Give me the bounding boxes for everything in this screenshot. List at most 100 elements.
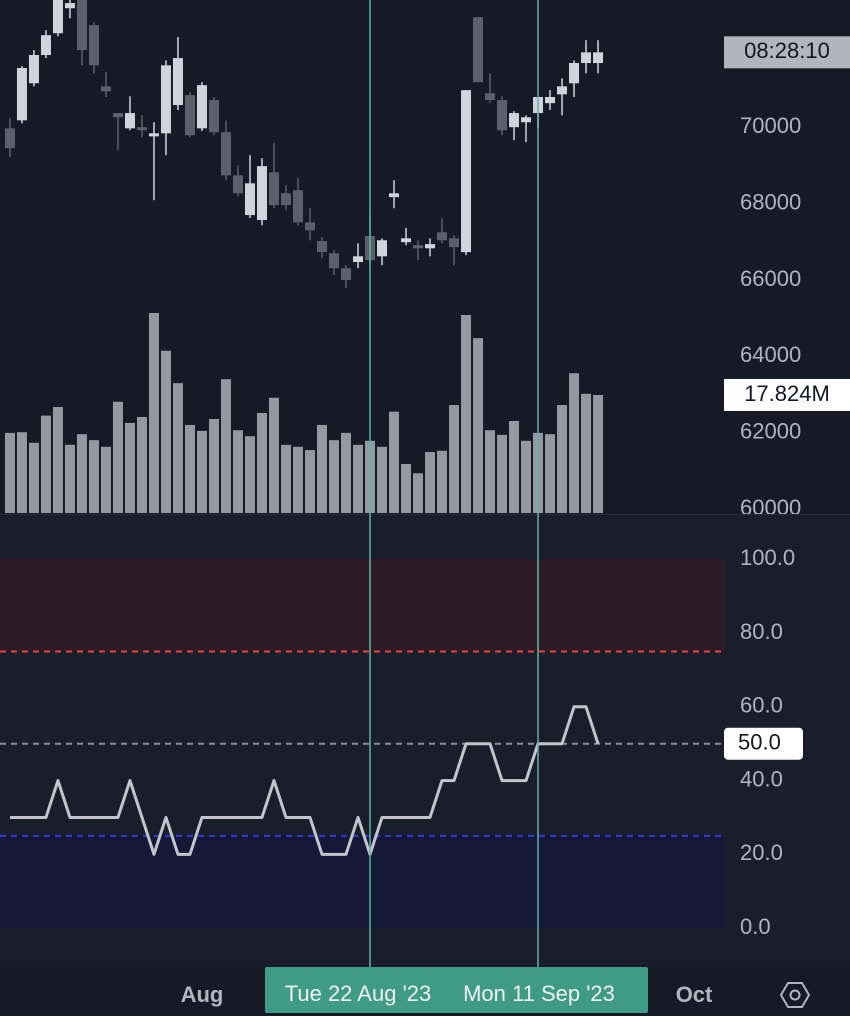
volume-bar [473,338,484,513]
volume-bar [88,440,99,513]
volume-bar [220,379,231,513]
candle-body [208,100,219,133]
volume-bar [172,383,183,513]
candle-body [268,172,279,206]
volume-bar [148,313,159,513]
candle-body [292,190,303,223]
candle-body [124,113,135,129]
volume-bar [40,415,51,513]
y-tick-label: 80.0 [740,619,783,644]
y-tick-label: 70000 [740,113,801,138]
candle-body [437,232,448,241]
candle-body [100,86,111,92]
candle-body [413,245,424,249]
candle-body [112,113,123,118]
oscillator-layer [0,559,725,929]
candle-body [28,55,39,84]
crosshair-label: Mon 11 Sep '23 [463,981,615,1006]
candle-body [377,240,388,257]
candle-body [244,183,255,216]
volume-bar [160,350,171,513]
volume-bar [64,444,75,513]
candle-body [352,256,363,263]
volume-bar [136,416,147,513]
volume-bar [232,430,243,513]
volume-bar [581,393,592,513]
volume-bar [509,420,520,513]
volume-bar [497,434,508,513]
candle-body [509,113,520,128]
candle-body [172,58,183,106]
volume-bar [112,401,123,513]
volume-bar [413,473,424,513]
band-zone [0,559,725,652]
candle-body [184,95,195,136]
volume-bar [4,432,15,513]
volume-bar [244,436,255,513]
volume-bar [485,430,496,513]
volume-bar [352,444,363,513]
candle-body [425,244,436,249]
volume-bar [437,450,448,513]
countdown: 08:28:10 [744,38,830,63]
band-zone [0,835,725,929]
y-tick-label: 100.0 [740,545,795,570]
volume-bar [328,440,339,513]
volume-label: 17.824M [744,381,830,406]
volume-bar [292,446,303,513]
volume-bar [557,405,568,513]
volume-bar [521,440,532,513]
candle-body [497,100,508,131]
candle-body [196,85,207,129]
volume-bar [28,442,39,513]
candle-body [569,63,580,84]
volume-bar [593,394,604,513]
current-value-box [724,727,803,760]
volume-bar [76,434,87,513]
x-tick-label: Aug [181,982,224,1007]
oscillator-line [9,705,600,856]
crosshair-label-box [438,967,649,1013]
price-layer: 60000 62000 64000 66000 68000 70000 [4,0,801,514]
volume-bar [280,444,291,513]
y-tick-label: 60.0 [740,693,783,718]
candle-body [593,52,604,64]
candle-body [473,17,484,83]
overlay-layer: 08:28:10 17.824M 0.0 20.0 40.0 60.0 80.0 100.0 5… [181,0,850,1013]
candle-body [389,193,400,198]
candle-body [76,0,87,51]
volume-bar [377,446,388,513]
candle-body [485,93,496,101]
volume-bar [461,314,472,513]
volume-bar [100,446,111,513]
y-tick-label: 62000 [740,419,801,444]
y-tick-label: 40.0 [740,766,783,791]
settings-icon[interactable] [779,982,811,1008]
crosshair-label-box [265,967,476,1013]
candle-body [4,128,15,149]
crosshair-label: Tue 22 Aug '23 [285,981,432,1006]
volume-bar [304,450,315,513]
volume-bar [52,407,63,513]
candle-body [148,133,159,137]
candle-body [136,127,147,131]
candle-body [545,97,556,104]
volume-bar [256,413,267,513]
y-tick-label: 64000 [740,342,801,367]
volume-bar [569,373,580,513]
candle-body [220,132,231,176]
candle-body [16,67,27,121]
volume-bar [124,422,135,513]
candle-body [461,90,472,253]
candle-body [160,65,171,134]
candle-body [40,35,51,56]
y-tick-label: 68000 [740,189,801,214]
candle-body [581,52,592,64]
candle-body [52,0,63,34]
candle-body [401,238,412,243]
volume-bar [268,397,279,513]
candle-body [328,253,339,269]
candle-body [557,86,568,95]
